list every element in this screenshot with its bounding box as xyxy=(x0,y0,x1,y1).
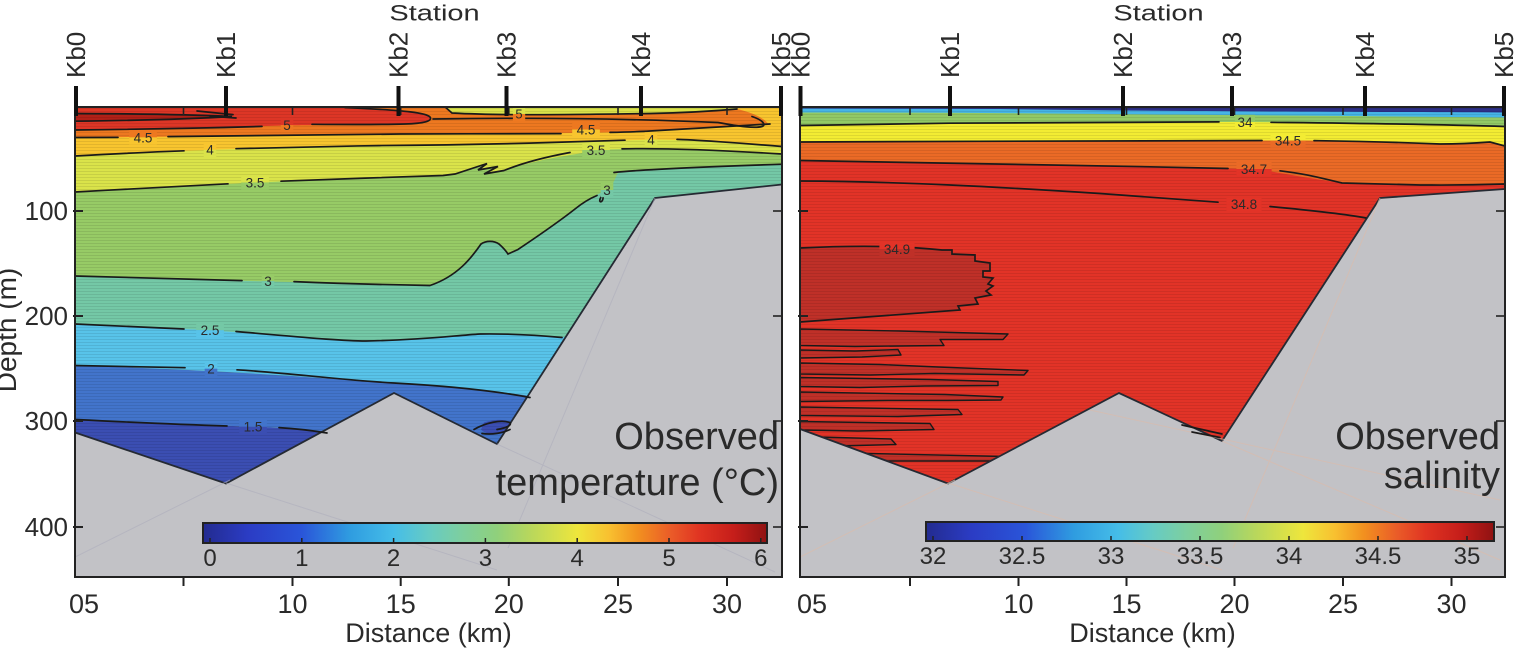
svg-text:32.5: 32.5 xyxy=(999,543,1046,570)
svg-text:1: 1 xyxy=(295,545,308,572)
svg-text:4: 4 xyxy=(206,143,214,158)
svg-text:0: 0 xyxy=(203,545,216,572)
svg-text:Observed: Observed xyxy=(1335,416,1500,458)
svg-text:Depth (m): Depth (m) xyxy=(0,268,22,392)
svg-text:2: 2 xyxy=(387,545,400,572)
svg-text:34.5: 34.5 xyxy=(1275,133,1301,148)
svg-text:3.5: 3.5 xyxy=(587,143,606,158)
svg-text:10: 10 xyxy=(1003,589,1033,619)
svg-text:Kb4: Kb4 xyxy=(1350,32,1380,78)
svg-text:25: 25 xyxy=(603,589,633,619)
svg-text:20: 20 xyxy=(1219,589,1249,619)
svg-text:4.5: 4.5 xyxy=(134,130,153,145)
svg-text:3: 3 xyxy=(479,545,492,572)
svg-text:30: 30 xyxy=(1436,589,1466,619)
svg-text:34: 34 xyxy=(1237,115,1253,130)
svg-text:1.5: 1.5 xyxy=(244,420,263,435)
svg-text:35: 35 xyxy=(1454,543,1481,570)
svg-text:3: 3 xyxy=(264,274,272,289)
svg-text:4: 4 xyxy=(571,545,584,572)
svg-text:3.5: 3.5 xyxy=(246,175,265,190)
svg-text:6: 6 xyxy=(754,545,767,572)
svg-text:34.5: 34.5 xyxy=(1355,543,1402,570)
svg-text:Station: Station xyxy=(389,0,479,26)
svg-text:400: 400 xyxy=(25,512,68,542)
svg-text:100: 100 xyxy=(25,196,68,226)
svg-text:Distance (km): Distance (km) xyxy=(1069,618,1236,648)
svg-text:25: 25 xyxy=(1328,589,1358,619)
svg-text:Observed: Observed xyxy=(614,416,779,458)
svg-text:5: 5 xyxy=(283,118,291,133)
svg-text:20: 20 xyxy=(494,589,524,619)
svg-text:Kb1: Kb1 xyxy=(935,32,965,78)
svg-text:Kb4: Kb4 xyxy=(626,32,656,78)
svg-text:05: 05 xyxy=(69,589,99,619)
svg-text:Kb3: Kb3 xyxy=(492,32,522,78)
svg-text:Station: Station xyxy=(1113,0,1203,26)
svg-text:34.9: 34.9 xyxy=(884,242,910,257)
svg-text:salinity: salinity xyxy=(1384,455,1500,497)
svg-text:5: 5 xyxy=(662,545,675,572)
svg-text:Kb5: Kb5 xyxy=(766,32,796,78)
svg-text:10: 10 xyxy=(277,589,307,619)
svg-text:Kb2: Kb2 xyxy=(1108,32,1138,78)
svg-text:Kb3: Kb3 xyxy=(1217,32,1247,78)
svg-text:4: 4 xyxy=(647,133,655,148)
svg-text:34.8: 34.8 xyxy=(1231,197,1257,212)
svg-text:30: 30 xyxy=(712,589,742,619)
svg-text:4.5: 4.5 xyxy=(577,122,596,137)
svg-text:34: 34 xyxy=(1276,543,1303,570)
svg-text:Kb5: Kb5 xyxy=(1489,32,1517,78)
svg-text:Kb1: Kb1 xyxy=(211,32,241,78)
svg-text:2.5: 2.5 xyxy=(201,323,220,338)
svg-text:Kb2: Kb2 xyxy=(384,32,414,78)
svg-text:33: 33 xyxy=(1098,543,1125,570)
svg-text:Kb0: Kb0 xyxy=(786,32,816,78)
svg-text:33.5: 33.5 xyxy=(1177,543,1224,570)
svg-text:34.7: 34.7 xyxy=(1241,162,1267,177)
svg-text:15: 15 xyxy=(386,589,416,619)
svg-text:temperature (°C): temperature (°C) xyxy=(496,462,779,504)
svg-text:200: 200 xyxy=(25,301,68,331)
svg-text:2: 2 xyxy=(207,362,215,377)
svg-text:32: 32 xyxy=(920,543,947,570)
svg-text:Distance (km): Distance (km) xyxy=(345,618,512,648)
svg-text:15: 15 xyxy=(1111,589,1141,619)
svg-text:5: 5 xyxy=(515,107,522,122)
svg-text:3: 3 xyxy=(603,183,611,198)
svg-text:Kb0: Kb0 xyxy=(61,32,91,78)
svg-text:300: 300 xyxy=(25,406,68,436)
svg-text:05: 05 xyxy=(797,589,827,619)
